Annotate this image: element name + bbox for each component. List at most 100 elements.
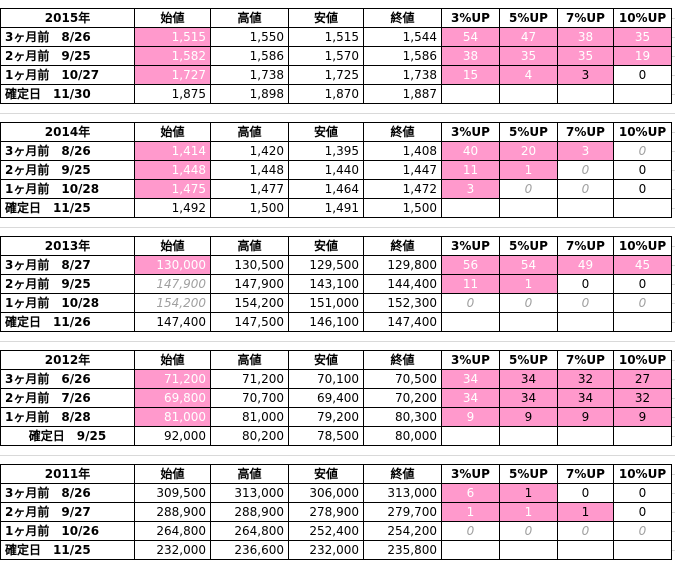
open-cell[interactable]: 288,900 — [134, 502, 211, 522]
header-close[interactable]: 終値 — [363, 122, 442, 142]
up10-cell[interactable] — [613, 198, 672, 218]
year-cell[interactable]: 2011年 — [0, 464, 135, 484]
header-up10[interactable]: 10%UP — [613, 122, 672, 142]
header-up5[interactable]: 5%UP — [499, 8, 558, 28]
close-cell[interactable]: 1,544 — [363, 27, 442, 47]
header-up3[interactable]: 3%UP — [441, 8, 500, 28]
low-cell[interactable]: 1,491 — [288, 198, 364, 218]
high-cell[interactable]: 1,420 — [210, 141, 289, 161]
up7-cell[interactable]: 0 — [557, 483, 614, 503]
close-cell[interactable]: 144,400 — [363, 274, 442, 294]
low-cell[interactable]: 69,400 — [288, 388, 364, 408]
up3-cell[interactable] — [441, 312, 500, 332]
up7-cell[interactable]: 32 — [557, 369, 614, 389]
row-label[interactable]: 2ヶ月前 9/27 — [0, 502, 135, 522]
low-cell[interactable]: 146,100 — [288, 312, 364, 332]
close-cell[interactable]: 152,300 — [363, 293, 442, 313]
low-cell[interactable]: 1,440 — [288, 160, 364, 180]
up7-cell[interactable] — [557, 312, 614, 332]
up3-cell[interactable]: 0 — [441, 293, 500, 313]
up10-cell[interactable] — [613, 312, 672, 332]
row-label[interactable]: 1ヶ月前 10/28 — [0, 179, 135, 199]
up5-cell[interactable]: 1 — [499, 160, 558, 180]
header-up3[interactable]: 3%UP — [441, 122, 500, 142]
up10-cell[interactable] — [613, 84, 672, 104]
up5-cell[interactable]: 0 — [499, 179, 558, 199]
row-label[interactable]: 2ヶ月前 9/25 — [0, 160, 135, 180]
high-cell[interactable]: 80,200 — [210, 426, 289, 446]
header-low[interactable]: 安値 — [288, 8, 364, 28]
header-up5[interactable]: 5%UP — [499, 122, 558, 142]
low-cell[interactable]: 252,400 — [288, 521, 364, 541]
row-label[interactable]: 2ヶ月前 9/25 — [0, 274, 135, 294]
header-high[interactable]: 高値 — [210, 8, 289, 28]
up5-cell[interactable]: 0 — [499, 293, 558, 313]
low-cell[interactable]: 278,900 — [288, 502, 364, 522]
up7-cell[interactable] — [557, 540, 614, 560]
high-cell[interactable]: 313,000 — [210, 483, 289, 503]
header-open[interactable]: 始値 — [134, 464, 211, 484]
low-cell[interactable]: 1,515 — [288, 27, 364, 47]
up7-cell[interactable]: 9 — [557, 407, 614, 427]
header-up7[interactable]: 7%UP — [557, 236, 614, 256]
up5-cell[interactable]: 4 — [499, 65, 558, 85]
up5-cell[interactable]: 1 — [499, 483, 558, 503]
up7-cell[interactable]: 3 — [557, 141, 614, 161]
header-open[interactable]: 始値 — [134, 236, 211, 256]
close-cell[interactable]: 1,586 — [363, 46, 442, 66]
up7-cell[interactable] — [557, 426, 614, 446]
header-high[interactable]: 高値 — [210, 122, 289, 142]
header-up5[interactable]: 5%UP — [499, 350, 558, 370]
up5-cell[interactable]: 54 — [499, 255, 558, 275]
row-label[interactable]: 1ヶ月前 10/26 — [0, 521, 135, 541]
open-cell[interactable]: 1,582 — [134, 46, 211, 66]
header-open[interactable]: 始値 — [134, 8, 211, 28]
up10-cell[interactable]: 35 — [613, 27, 672, 47]
row-label[interactable]: 確定日 11/30 — [0, 84, 135, 104]
row-label[interactable]: 3ヶ月前 8/26 — [0, 483, 135, 503]
close-cell[interactable]: 235,800 — [363, 540, 442, 560]
up3-cell[interactable] — [441, 540, 500, 560]
high-cell[interactable]: 1,738 — [210, 65, 289, 85]
low-cell[interactable]: 79,200 — [288, 407, 364, 427]
header-up5[interactable]: 5%UP — [499, 236, 558, 256]
low-cell[interactable]: 78,500 — [288, 426, 364, 446]
close-cell[interactable]: 1,500 — [363, 198, 442, 218]
up5-cell[interactable]: 0 — [499, 521, 558, 541]
header-up5[interactable]: 5%UP — [499, 464, 558, 484]
header-close[interactable]: 終値 — [363, 8, 442, 28]
high-cell[interactable]: 147,500 — [210, 312, 289, 332]
header-up3[interactable]: 3%UP — [441, 350, 500, 370]
high-cell[interactable]: 81,000 — [210, 407, 289, 427]
low-cell[interactable]: 129,500 — [288, 255, 364, 275]
header-high[interactable]: 高値 — [210, 464, 289, 484]
open-cell[interactable]: 264,800 — [134, 521, 211, 541]
up7-cell[interactable]: 0 — [557, 293, 614, 313]
up5-cell[interactable] — [499, 540, 558, 560]
up10-cell[interactable]: 0 — [613, 274, 672, 294]
open-cell[interactable]: 147,400 — [134, 312, 211, 332]
high-cell[interactable]: 1,500 — [210, 198, 289, 218]
up7-cell[interactable]: 35 — [557, 46, 614, 66]
open-cell[interactable]: 92,000 — [134, 426, 211, 446]
up10-cell[interactable]: 0 — [613, 293, 672, 313]
up7-cell[interactable]: 34 — [557, 388, 614, 408]
up3-cell[interactable]: 6 — [441, 483, 500, 503]
up5-cell[interactable] — [499, 312, 558, 332]
up3-cell[interactable]: 38 — [441, 46, 500, 66]
up7-cell[interactable] — [557, 198, 614, 218]
high-cell[interactable]: 147,900 — [210, 274, 289, 294]
low-cell[interactable]: 151,000 — [288, 293, 364, 313]
header-open[interactable]: 始値 — [134, 350, 211, 370]
up3-cell[interactable]: 34 — [441, 388, 500, 408]
up3-cell[interactable] — [441, 84, 500, 104]
header-up10[interactable]: 10%UP — [613, 350, 672, 370]
header-high[interactable]: 高値 — [210, 350, 289, 370]
close-cell[interactable]: 313,000 — [363, 483, 442, 503]
open-cell[interactable]: 69,800 — [134, 388, 211, 408]
row-label[interactable]: 確定日 11/25 — [0, 540, 135, 560]
row-label[interactable]: 1ヶ月前 10/28 — [0, 293, 135, 313]
open-cell[interactable]: 1,727 — [134, 65, 211, 85]
low-cell[interactable]: 232,000 — [288, 540, 364, 560]
high-cell[interactable]: 154,200 — [210, 293, 289, 313]
